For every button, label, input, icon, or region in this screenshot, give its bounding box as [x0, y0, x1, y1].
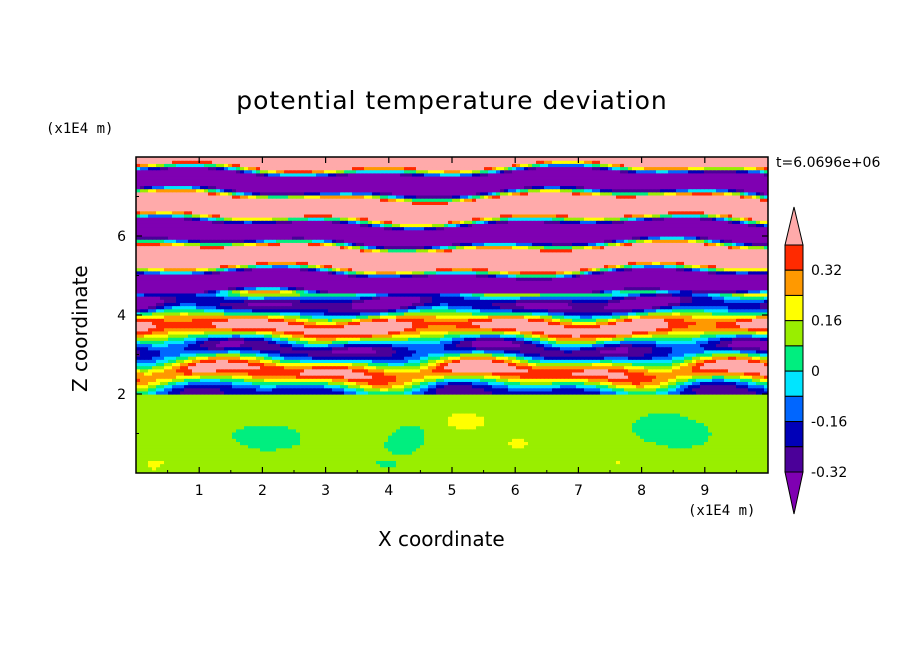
colorbar-box	[784, 395, 804, 423]
colorbar-label: 0.16	[811, 314, 842, 330]
colorbar-label: 0.32	[811, 263, 842, 279]
y-tick-label: 2	[117, 387, 126, 403]
colorbar-box	[784, 345, 804, 372]
y-unit-label: (x1E4 m)	[46, 121, 114, 137]
colorbar-label: -0.32	[811, 465, 847, 481]
x-tick-label: 6	[511, 483, 520, 499]
time-label: t=6.0696e+06	[776, 155, 881, 171]
x-tick-label: 3	[321, 483, 330, 499]
colorbar-box	[784, 446, 804, 473]
x-tick-label: 8	[637, 483, 646, 499]
x-tick-label: 7	[574, 483, 583, 499]
contour-field	[136, 157, 768, 473]
x-tick-label: 5	[448, 483, 457, 499]
y-tick-label: 4	[117, 308, 126, 324]
x-axis-label: X coordinate	[378, 527, 505, 551]
colorbar-box	[784, 294, 804, 322]
colorbar-top-extension	[784, 206, 804, 246]
colorbar-label: -0.16	[811, 415, 847, 431]
colorbar-label: 0	[811, 364, 820, 380]
x-unit-label: (x1E4 m)	[688, 503, 756, 519]
colorbar-box	[784, 244, 804, 271]
colorbar-box	[784, 269, 804, 296]
colorbar-box	[784, 370, 804, 397]
x-tick-label: 1	[195, 483, 204, 499]
x-tick-label: 4	[384, 483, 393, 499]
colorbar-bottom-extension	[784, 471, 804, 515]
colorbar-box	[784, 421, 804, 448]
chart-title: potential temperature deviation	[236, 86, 668, 115]
colorbar	[784, 206, 804, 515]
y-tick-label: 6	[117, 229, 126, 245]
colorbar-box	[784, 320, 804, 347]
x-tick-label: 2	[258, 483, 267, 499]
x-tick-label: 9	[700, 483, 709, 499]
